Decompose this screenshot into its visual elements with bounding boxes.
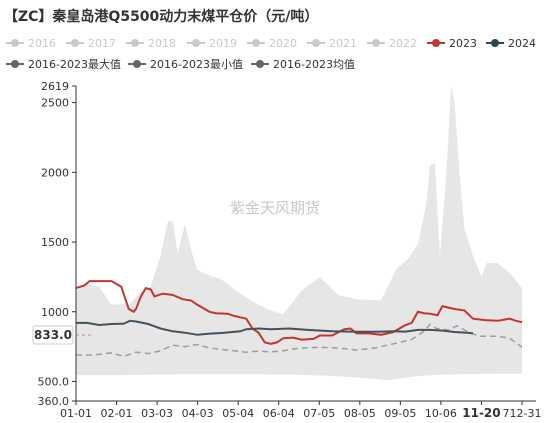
legend-label: 2016-2023均值 bbox=[273, 58, 355, 71]
legend-item-2019[interactable]: 2019 bbox=[187, 37, 237, 50]
legend-label: 2019 bbox=[209, 37, 237, 50]
legend-label: 2020 bbox=[269, 37, 297, 50]
y-tick-label: 1500 bbox=[41, 236, 69, 249]
y-tick-label: 1000 bbox=[41, 306, 69, 319]
x-tick-label: 08-05 bbox=[344, 407, 376, 420]
x-axis: 01-01 02-01 03-03 04-03 05-04 06-04 07-05 08-05… bbox=[60, 400, 542, 420]
legend-dot-marker bbox=[11, 60, 19, 68]
legend-dot-marker bbox=[131, 39, 139, 47]
y-tick-label: 2000 bbox=[41, 166, 69, 179]
legend-label: 2016-2023最大值 bbox=[28, 57, 121, 71]
legend-item-2016-2023最小值[interactable]: 2016-2023最小值 bbox=[128, 58, 243, 71]
x-tick-label: 04-03 bbox=[182, 407, 214, 420]
x-tick-label: 05-04 bbox=[222, 407, 254, 420]
legend-dot-marker bbox=[256, 60, 264, 68]
legend-dot-marker bbox=[432, 39, 440, 47]
plot-area: 紫金天风期货 bbox=[75, 86, 523, 381]
x-tick-label: 02-01 bbox=[101, 407, 133, 420]
y-tick-label: 2619 bbox=[41, 80, 69, 93]
legend-item-2023[interactable]: 2023 bbox=[427, 37, 477, 50]
x-cursor-label: 11-20 bbox=[462, 406, 500, 420]
legend-dot-marker bbox=[491, 39, 499, 47]
cursor-value-label: 833.0 bbox=[34, 328, 72, 342]
x-tick-label: 07-05 bbox=[303, 407, 335, 420]
x-tick-label: 06-04 bbox=[263, 407, 295, 420]
legend-item-2016-2023最大值[interactable]: 2016-2023最大值 bbox=[6, 57, 121, 71]
cursor: 833.0 bbox=[32, 325, 92, 345]
legend-label: 2016-2023最小值 bbox=[150, 58, 243, 71]
legend-dot-marker bbox=[133, 60, 141, 68]
series-2023-line bbox=[75, 280, 523, 345]
y-tick-label: 500.0 bbox=[38, 375, 70, 388]
legend-item-2020[interactable]: 2020 bbox=[247, 37, 297, 50]
legend-item-2016[interactable]: 2016 bbox=[6, 37, 56, 50]
mean-series-line bbox=[76, 323, 523, 358]
y-tick-label: 360.0 bbox=[38, 395, 70, 408]
legend-dot-marker bbox=[312, 39, 320, 47]
x-tick-label: 03-03 bbox=[141, 407, 173, 420]
legend-item-2018[interactable]: 2018 bbox=[126, 37, 176, 50]
legend-dot-marker bbox=[11, 39, 19, 47]
legend-item-2024[interactable]: 2024 bbox=[486, 37, 536, 50]
legend-label: 2016 bbox=[28, 37, 56, 50]
legend-dot-marker bbox=[192, 39, 200, 47]
watermark-text: 紫金天风期货 bbox=[230, 199, 320, 217]
cursor-value-box bbox=[32, 325, 74, 345]
legend-label: 2021 bbox=[329, 37, 357, 50]
y-tick-label: 2500 bbox=[41, 97, 69, 110]
legend-item-2022[interactable]: 2022 bbox=[367, 37, 417, 50]
legend-dot-marker bbox=[252, 39, 260, 47]
legend: 2016 2017 2018 2019 2020 2021 2022 2023 2024 2016… bbox=[6, 37, 536, 71]
legend-label: 2018 bbox=[148, 37, 176, 50]
legend-label: 2022 bbox=[389, 37, 417, 50]
chart-title: 【ZC】秦皇岛港Q5500动力末煤平仓价（元/吨） bbox=[4, 8, 318, 25]
legend-dot-marker bbox=[372, 39, 380, 47]
series-2024-line bbox=[76, 319, 474, 336]
legend-label: 2023 bbox=[449, 37, 477, 50]
y-axis: 360.0 500.0 1000 1500 2000 2500 2619 bbox=[38, 80, 77, 408]
min-max-band bbox=[76, 86, 522, 381]
legend-dot-marker bbox=[71, 39, 79, 47]
x-tick-label: 09-05 bbox=[384, 407, 416, 420]
x-tick-label: 10-06 bbox=[425, 407, 457, 420]
legend-item-2021[interactable]: 2021 bbox=[307, 37, 357, 50]
legend-item-2016-2023均值[interactable]: 2016-2023均值 bbox=[251, 58, 355, 71]
legend-label: 2017 bbox=[88, 37, 116, 50]
legend-label: 2024 bbox=[508, 37, 536, 50]
x-tick-label: 712-31 bbox=[503, 407, 542, 420]
legend-item-2017[interactable]: 2017 bbox=[66, 37, 116, 50]
x-tick-label: 01-01 bbox=[60, 407, 92, 420]
